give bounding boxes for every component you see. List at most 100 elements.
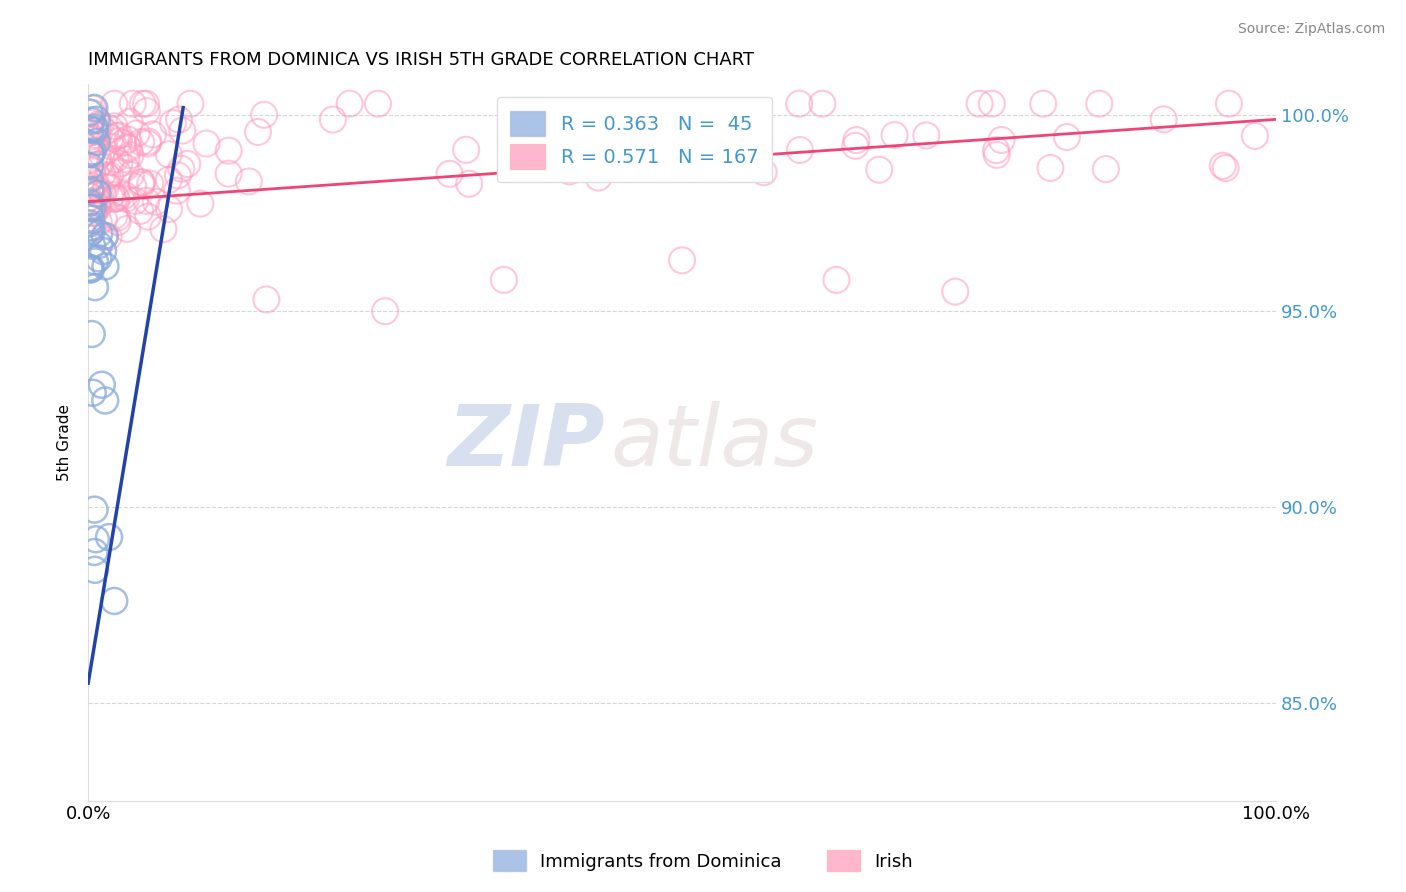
Point <box>87 194 110 208</box>
Point <box>84 177 107 191</box>
Point <box>79 220 101 235</box>
Point <box>588 170 610 185</box>
Point <box>1215 161 1237 175</box>
Point <box>101 187 124 202</box>
Point <box>609 107 631 121</box>
Point <box>170 161 193 176</box>
Point <box>79 194 101 208</box>
Point <box>83 200 105 214</box>
Point <box>139 177 162 191</box>
Point <box>825 273 848 287</box>
Point <box>80 133 103 147</box>
Point <box>79 129 101 144</box>
Point <box>79 260 101 275</box>
Point <box>94 180 117 194</box>
Point <box>83 502 105 516</box>
Point <box>108 156 131 170</box>
Point <box>80 113 103 128</box>
Point <box>117 132 139 146</box>
Point <box>578 131 600 145</box>
Point <box>87 214 110 228</box>
Point <box>129 135 152 149</box>
Point <box>107 166 129 180</box>
Point <box>439 167 461 181</box>
Point <box>131 96 153 111</box>
Point <box>623 136 645 151</box>
Point <box>86 128 108 143</box>
Point <box>87 201 110 215</box>
Point <box>79 262 101 277</box>
Text: atlas: atlas <box>610 401 818 483</box>
Point <box>98 169 121 183</box>
Point <box>135 96 157 111</box>
Point <box>142 128 165 142</box>
Point <box>136 210 159 224</box>
Point <box>80 147 103 161</box>
Point <box>90 377 112 392</box>
Point <box>80 326 103 341</box>
Point <box>112 136 135 150</box>
Point <box>114 188 136 202</box>
Point <box>136 136 159 151</box>
Point <box>87 123 110 137</box>
Point <box>82 385 104 400</box>
Point <box>1088 96 1111 111</box>
Point <box>179 96 201 111</box>
Point <box>108 128 131 143</box>
Point <box>82 221 104 235</box>
Point <box>560 112 582 127</box>
Point <box>79 105 101 120</box>
Point <box>82 238 104 252</box>
Point <box>82 102 104 116</box>
Point <box>100 155 122 169</box>
Point <box>458 177 481 191</box>
Point <box>166 169 188 183</box>
Point <box>105 192 128 206</box>
Point <box>115 153 138 167</box>
Point <box>86 112 108 127</box>
Text: Source: ZipAtlas.com: Source: ZipAtlas.com <box>1237 22 1385 37</box>
Point <box>79 115 101 129</box>
Point <box>844 138 866 153</box>
Point <box>79 183 101 197</box>
Point <box>811 96 834 111</box>
Point <box>135 194 157 208</box>
Point <box>1095 162 1118 177</box>
Point <box>129 203 152 218</box>
Point <box>83 563 105 577</box>
Text: ZIP: ZIP <box>447 401 605 483</box>
Y-axis label: 5th Grade: 5th Grade <box>58 404 72 481</box>
Point <box>118 115 141 129</box>
Point <box>246 125 269 139</box>
Point <box>87 252 110 266</box>
Point <box>339 96 361 111</box>
Point <box>167 112 190 127</box>
Point <box>157 147 180 161</box>
Point <box>98 121 121 136</box>
Point <box>82 145 104 159</box>
Point <box>80 224 103 238</box>
Point <box>91 244 114 258</box>
Point <box>84 280 107 294</box>
Point <box>87 238 110 252</box>
Point <box>83 545 105 559</box>
Point <box>104 191 127 205</box>
Point <box>87 158 110 172</box>
Point <box>986 143 1008 157</box>
Point <box>83 254 105 268</box>
Point <box>752 165 775 179</box>
Point <box>104 152 127 166</box>
Point <box>83 120 105 135</box>
Point <box>79 201 101 215</box>
Point <box>79 122 101 136</box>
Point <box>101 139 124 153</box>
Point <box>716 150 738 164</box>
Point <box>986 148 1008 162</box>
Point <box>641 127 664 141</box>
Point <box>84 533 107 547</box>
Point <box>1032 96 1054 111</box>
Point <box>157 173 180 187</box>
Point <box>83 123 105 137</box>
Point <box>80 178 103 193</box>
Point <box>87 150 110 164</box>
